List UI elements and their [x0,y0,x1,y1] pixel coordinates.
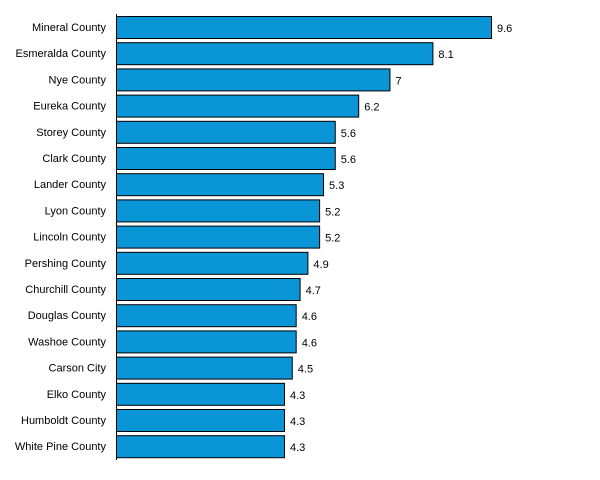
category-label: Esmeralda County [16,48,107,60]
category-label: Lyon County [45,205,107,217]
value-label: 9.6 [497,23,512,35]
category-label: Storey County [36,127,106,139]
bar [116,120,336,144]
bars-group: Mineral County 9.6 Esmeralda County 8.1 Nye … [15,16,512,459]
category-label: Lander County [34,179,107,191]
bar [116,330,297,354]
category-label: Carson City [49,363,107,375]
category-label: Pershing County [25,258,107,270]
bar [116,304,297,328]
category-label: Clark County [42,153,106,165]
value-label: 5.2 [325,206,340,218]
category-label: Eureka County [33,101,106,113]
category-label: Elko County [47,389,107,401]
value-label: 4.7 [306,285,321,297]
category-label: White Pine County [15,441,107,453]
bar [116,382,285,406]
bar [116,356,293,380]
value-label: 4.3 [290,442,305,454]
value-label: 4.3 [290,416,305,428]
category-label: Douglas County [28,310,107,322]
category-label: Nye County [49,74,107,86]
bar [116,147,336,170]
category-label: Mineral County [32,22,106,34]
value-label: 4.9 [313,259,328,271]
bar [116,42,434,66]
value-label: 4.5 [298,364,313,376]
bar [116,435,285,459]
bar [116,278,301,301]
value-label: 7 [395,75,401,87]
bar [116,16,492,39]
bar [116,173,325,197]
category-label: Churchill County [25,284,106,296]
value-label: 6.2 [364,102,379,114]
bar [116,94,360,118]
value-label: 4.6 [302,311,317,323]
bar [116,409,285,432]
value-label: 8.1 [438,49,453,61]
value-label: 5.6 [341,154,356,166]
bar [116,251,309,275]
value-label: 4.6 [302,337,317,349]
category-label: Washoe County [28,336,106,348]
value-label: 5.6 [341,128,356,140]
category-label: Lincoln County [33,232,106,244]
category-label: Humboldt County [21,415,106,427]
value-label: 5.3 [329,180,344,192]
bar [116,199,321,223]
bar [116,68,391,92]
bar [116,225,321,249]
value-label: 5.2 [325,233,340,245]
value-label: 4.3 [290,390,305,402]
